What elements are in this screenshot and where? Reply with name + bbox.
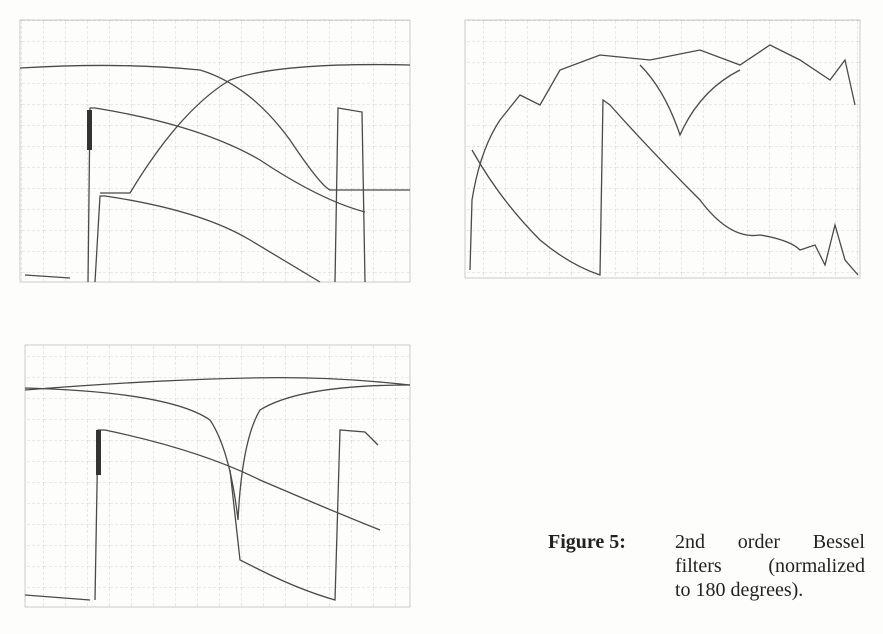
caption-line: to 180 degrees).: [675, 579, 804, 601]
mark: [87, 110, 92, 150]
caption-line: filters (normalized: [675, 555, 865, 577]
mark: [96, 430, 101, 475]
plot-top-right: [464, 19, 861, 279]
figure-label: Figure 5:: [548, 531, 626, 553]
plot-bottom-left: [24, 344, 411, 608]
figure-caption: 2nd order Bessel filters (normalized to …: [675, 530, 865, 602]
plot-top-left: [19, 19, 411, 283]
caption-line: 2nd order Bessel: [675, 531, 865, 553]
